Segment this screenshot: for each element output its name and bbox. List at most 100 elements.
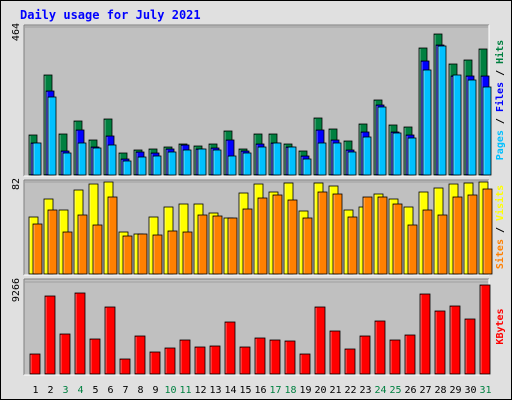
x-tick-label-day-14: 14 bbox=[224, 385, 236, 396]
bar-sites-day-23 bbox=[362, 196, 373, 275]
chart-title: Daily usage for July 2021 bbox=[20, 8, 201, 22]
x-tick-label-day-29: 29 bbox=[449, 385, 461, 396]
bar-sites-day-12 bbox=[197, 214, 208, 275]
bar-pages-day-27 bbox=[422, 69, 432, 176]
bar-sites-day-2 bbox=[47, 209, 58, 275]
bar-pages-day-14 bbox=[227, 155, 237, 176]
legend-pages: Pages bbox=[495, 130, 506, 160]
x-tick-label-day-12: 12 bbox=[194, 385, 206, 396]
bar-pages-day-21 bbox=[332, 142, 342, 176]
x-tick-label-day-3: 3 bbox=[62, 385, 68, 396]
x-tick-label-day-16: 16 bbox=[254, 385, 266, 396]
x-tick-label-day-25: 25 bbox=[389, 385, 401, 396]
bar-sites-day-3 bbox=[62, 231, 73, 275]
bar-sites-day-14 bbox=[227, 217, 238, 275]
x-tick-label-day-10: 10 bbox=[164, 385, 176, 396]
bar-pages-day-2 bbox=[47, 96, 57, 176]
bar-kbytes-day-23 bbox=[359, 335, 371, 375]
x-tick-label-day-1: 1 bbox=[32, 385, 38, 396]
legend-separator: / bbox=[495, 221, 506, 239]
x-tick-label-day-19: 19 bbox=[299, 385, 311, 396]
bar-kbytes-day-14 bbox=[224, 321, 236, 375]
bar-kbytes-day-11 bbox=[179, 339, 191, 375]
x-tick-label-day-27: 27 bbox=[419, 385, 431, 396]
x-tick-label-day-22: 22 bbox=[344, 385, 356, 396]
bar-pages-day-13 bbox=[212, 149, 222, 176]
bar-pages-day-9 bbox=[152, 155, 162, 176]
bar-pages-day-16 bbox=[257, 146, 267, 176]
bar-kbytes-day-22 bbox=[344, 348, 356, 375]
bar-kbytes-day-26 bbox=[404, 334, 416, 375]
bar-kbytes-day-8 bbox=[134, 335, 146, 375]
legend-kbytes: KBytes bbox=[495, 308, 506, 344]
legend-files: Files bbox=[494, 82, 506, 112]
bar-pages-day-12 bbox=[197, 148, 207, 176]
bar-sites-day-25 bbox=[392, 203, 403, 275]
bar-sites-day-30 bbox=[467, 194, 478, 275]
x-tick-label-day-4: 4 bbox=[77, 385, 83, 396]
x-tick-label-day-13: 13 bbox=[209, 385, 221, 396]
bar-sites-day-19 bbox=[302, 217, 313, 275]
bar-pages-day-25 bbox=[392, 132, 402, 176]
bar-sites-day-21 bbox=[332, 193, 343, 275]
bar-kbytes-day-27 bbox=[419, 293, 431, 375]
bar-kbytes-day-12 bbox=[194, 346, 206, 375]
bar-kbytes-day-29 bbox=[449, 305, 461, 375]
bar-pages-day-15 bbox=[242, 152, 252, 176]
bar-pages-day-22 bbox=[347, 151, 357, 176]
bar-kbytes-day-6 bbox=[104, 306, 116, 375]
y-max-tick-label: 464 bbox=[11, 23, 22, 41]
bar-kbytes-day-28 bbox=[434, 310, 446, 375]
legend-separator: / bbox=[495, 112, 506, 130]
bar-pages-day-30 bbox=[467, 79, 477, 176]
legend-visits: Visits bbox=[494, 185, 506, 221]
legend-visits-sites: Sites / Visits bbox=[494, 185, 506, 269]
bar-sites-day-13 bbox=[212, 215, 223, 275]
bar-kbytes-day-18 bbox=[284, 340, 296, 375]
bar-sites-day-10 bbox=[167, 230, 178, 275]
bar-kbytes-day-2 bbox=[44, 295, 56, 375]
y-max-tick-label: 82 bbox=[11, 178, 22, 190]
bar-sites-day-31 bbox=[482, 188, 493, 275]
x-tick-label-day-2: 2 bbox=[47, 385, 53, 396]
bar-kbytes-day-9 bbox=[149, 351, 161, 375]
x-tick-label-day-5: 5 bbox=[92, 385, 98, 396]
x-tick-label-day-24: 24 bbox=[374, 385, 386, 396]
x-tick-label-day-26: 26 bbox=[404, 385, 416, 396]
bar-sites-day-8 bbox=[137, 233, 148, 275]
bar-pages-day-26 bbox=[407, 137, 417, 176]
bar-pages-day-7 bbox=[122, 160, 132, 176]
bar-sites-day-29 bbox=[452, 196, 463, 275]
bar-sites-day-7 bbox=[122, 235, 133, 275]
x-tick-label-day-7: 7 bbox=[122, 385, 128, 396]
bar-kbytes-day-5 bbox=[89, 338, 101, 375]
legend-hits-files-pages: Pages / Files / Hits bbox=[494, 40, 506, 160]
bar-pages-day-1 bbox=[32, 142, 42, 176]
x-tick-label-day-21: 21 bbox=[329, 385, 341, 396]
bar-sites-day-28 bbox=[437, 214, 448, 275]
bar-pages-day-4 bbox=[77, 142, 87, 176]
bar-sites-day-17 bbox=[272, 194, 283, 275]
x-tick-label-day-31: 31 bbox=[479, 385, 491, 396]
bar-kbytes-day-4 bbox=[74, 292, 86, 375]
y-max-tick-label: 9266 bbox=[11, 278, 22, 302]
bar-pages-day-23 bbox=[362, 136, 372, 176]
bar-kbytes-day-16 bbox=[254, 337, 266, 375]
legend-hits: Hits bbox=[494, 40, 506, 64]
bar-sites-day-11 bbox=[182, 231, 193, 275]
bar-pages-day-10 bbox=[167, 151, 177, 176]
bar-kbytes-day-31 bbox=[479, 284, 491, 375]
bar-pages-day-28 bbox=[437, 45, 447, 176]
bar-kbytes-day-15 bbox=[239, 346, 251, 375]
bar-sites-day-15 bbox=[242, 208, 253, 275]
bar-kbytes-day-19 bbox=[299, 353, 311, 375]
bar-pages-day-31 bbox=[482, 86, 492, 176]
bar-pages-day-18 bbox=[287, 146, 297, 176]
bar-kbytes-day-1 bbox=[29, 353, 41, 375]
bar-pages-day-11 bbox=[182, 149, 192, 176]
bar-pages-day-29 bbox=[452, 74, 462, 176]
bar-pages-day-3 bbox=[62, 152, 72, 176]
bar-kbytes-day-24 bbox=[374, 320, 386, 375]
legend-separator: / bbox=[495, 64, 506, 82]
bar-sites-day-9 bbox=[152, 234, 163, 275]
